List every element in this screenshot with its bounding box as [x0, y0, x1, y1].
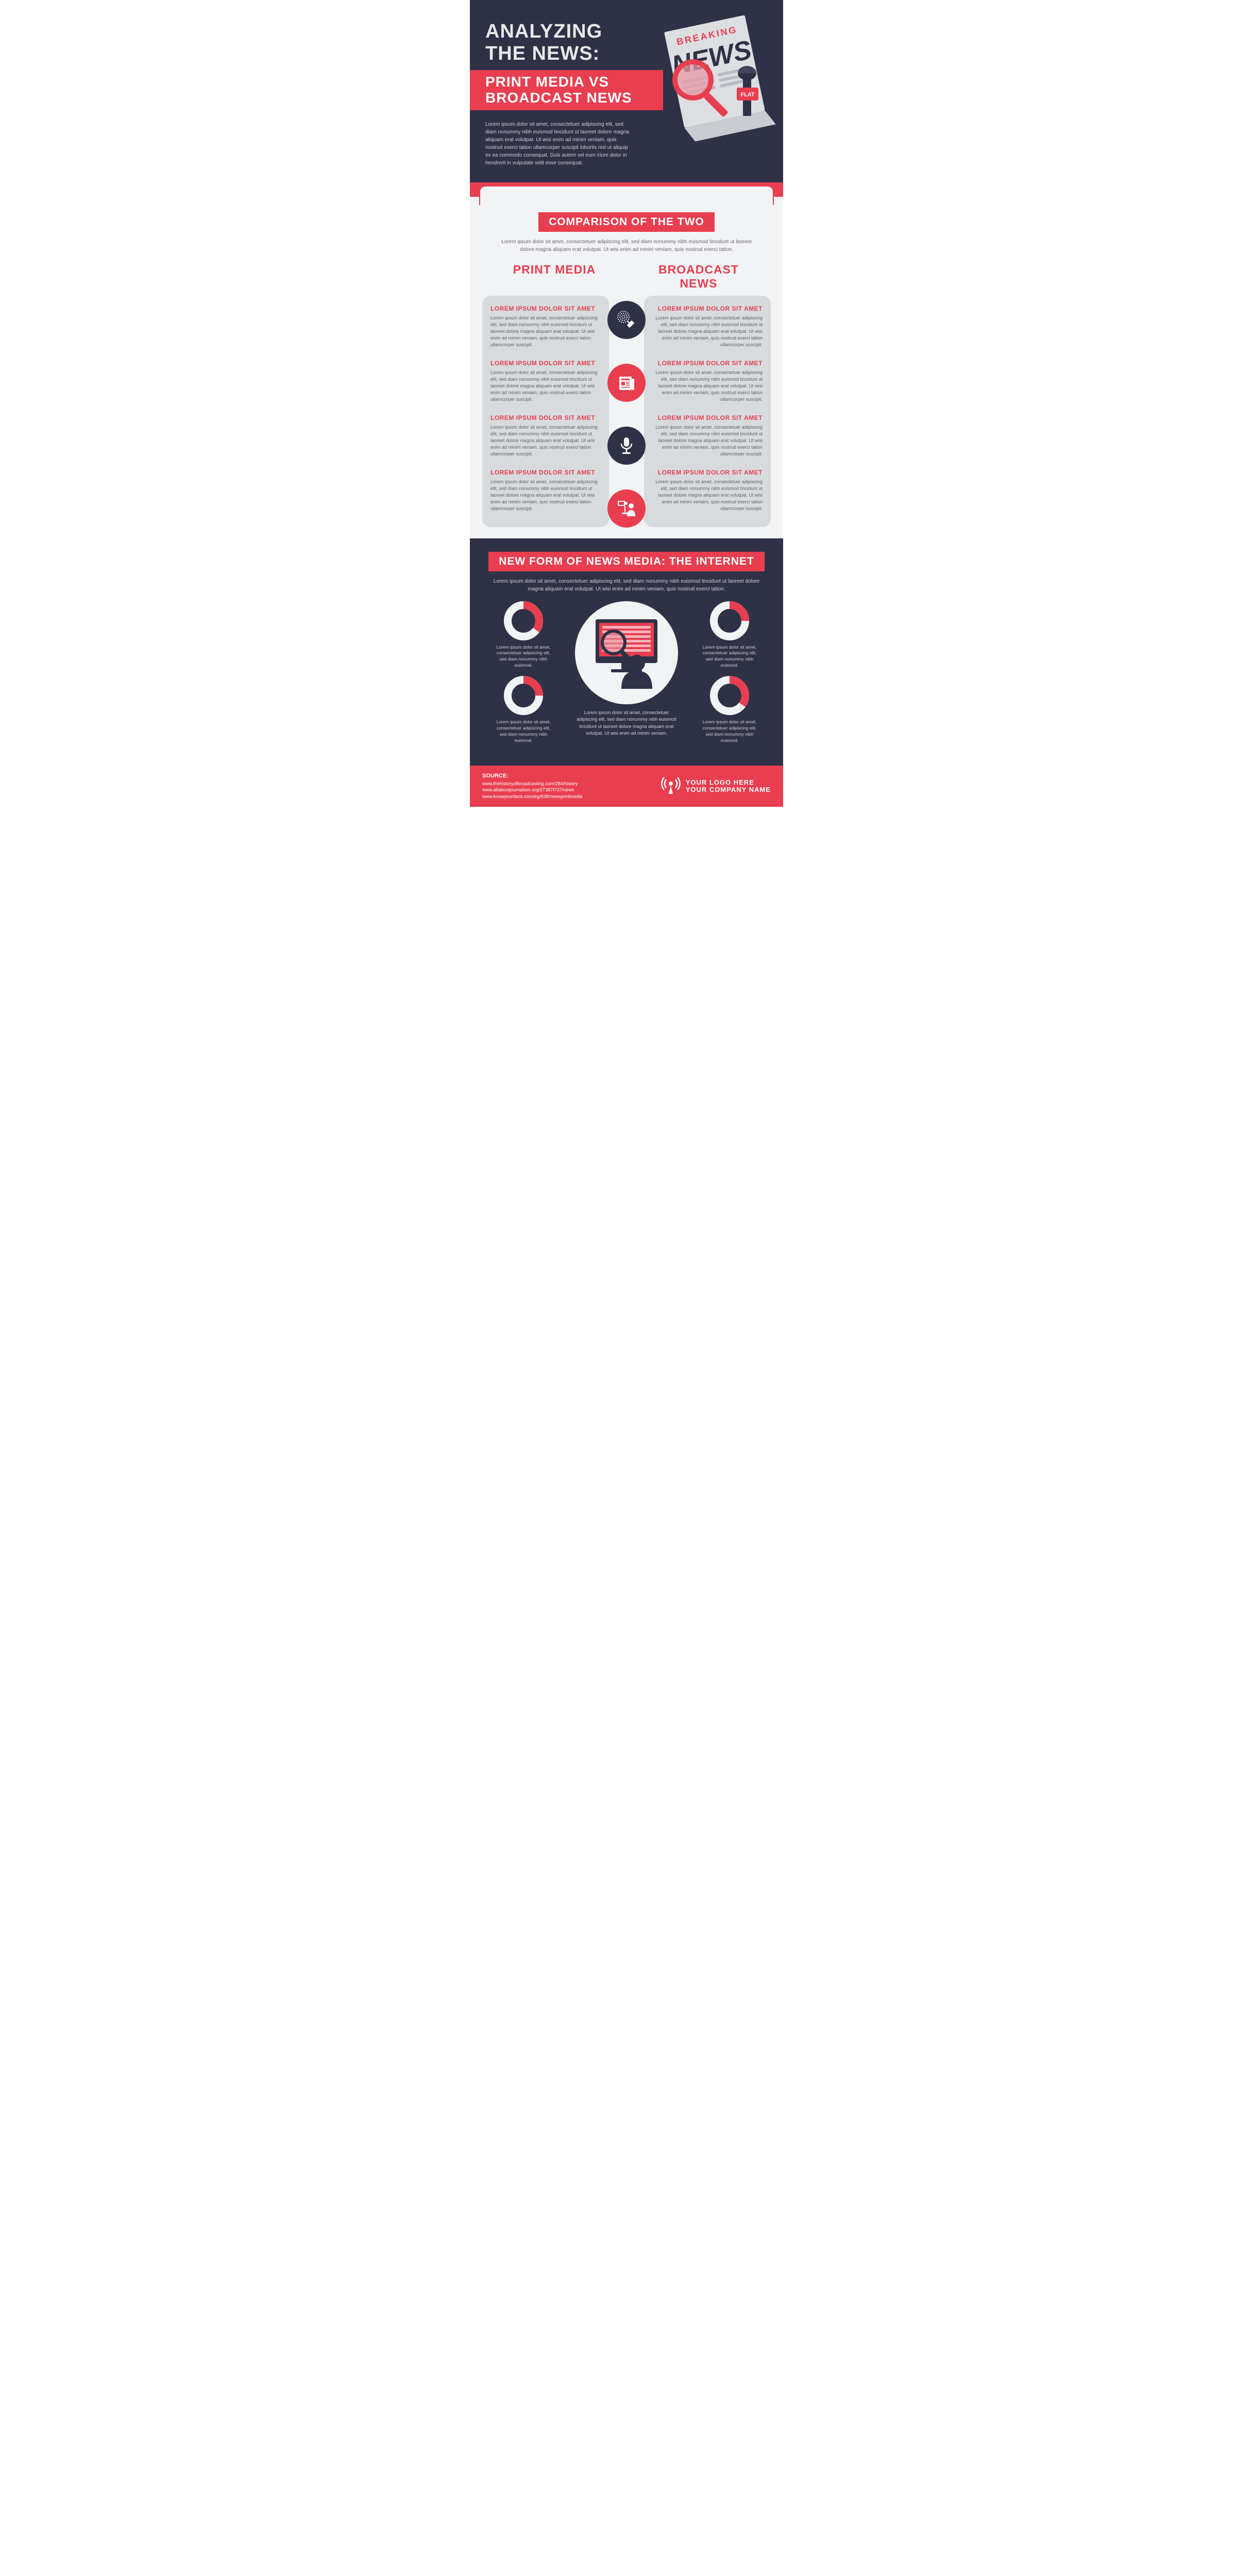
donut-chart-icon — [504, 676, 543, 715]
broadcast-news-column: LOREM IPSUM DOLOR SIT AMET Lorem ipsum d… — [644, 296, 771, 527]
item-text: Lorem ipsum dolor sit amet, consectetuer… — [490, 315, 601, 348]
internet-section: NEW FORM OF NEWS MEDIA: THE INTERNET Lor… — [470, 538, 783, 766]
item-title: LOREM IPSUM DOLOR SIT AMET — [490, 414, 601, 421]
footer-section: SOURCE: www.thehistoryofbroadcasting.com… — [470, 766, 783, 807]
internet-title: NEW FORM OF NEWS MEDIA: THE INTERNET — [488, 552, 765, 571]
print-media-title: PRINT MEDIA — [498, 263, 611, 291]
logo-line1: YOUR LOGO HERE — [686, 779, 771, 786]
donut-chart-icon — [504, 601, 543, 640]
reporter-icon — [607, 489, 646, 528]
subtitle-line2: BROADCAST NEWS — [485, 90, 632, 106]
donut-chart-icon — [710, 601, 749, 640]
item-title: LOREM IPSUM DOLOR SIT AMET — [490, 360, 601, 367]
logo-line2: YOUR COMPANY NAME — [686, 786, 771, 793]
satellite-icon — [607, 301, 646, 339]
item-text: Lorem ipsum dolor sit amet, consectetuer… — [490, 369, 601, 403]
breaking-news-illustration: BREAKING NEWS FL — [644, 10, 778, 144]
item-title: LOREM IPSUM DOLOR SIT AMET — [652, 360, 763, 367]
item-text: Lorem ipsum dolor sit amet, consectetuer… — [490, 479, 601, 512]
donut-block-4: Lorem ipsum dolor sit amet, consectetuer… — [688, 676, 771, 744]
donut-block-3: Lorem ipsum dolor sit amet, consectetuer… — [482, 676, 565, 744]
donut-col-left: Lorem ipsum dolor sit amet, consectetuer… — [482, 601, 565, 751]
source-url-1: www.thehistoryofbroadcasting.com/284/his… — [482, 781, 582, 787]
internet-description: Lorem ipsum dolor sit amet, consectetuer… — [493, 578, 760, 593]
donut-block-1: Lorem ipsum dolor sit amet, consectetuer… — [482, 601, 565, 669]
donut-block-2: Lorem ipsum dolor sit amet, consectetuer… — [688, 601, 771, 669]
comparison-item: LOREM IPSUM DOLOR SIT AMET Lorem ipsum d… — [652, 469, 763, 512]
comparison-description: Lorem ipsum dolor sit amet, consectetuer… — [498, 238, 755, 253]
item-text: Lorem ipsum dolor sit amet, consectetuer… — [490, 424, 601, 457]
subtitle-line1: PRINT MEDIA VS — [485, 74, 632, 90]
microphone-icon — [607, 427, 646, 465]
item-text: Lorem ipsum dolor sit amet, consectetuer… — [652, 315, 763, 348]
comparison-item: LOREM IPSUM DOLOR SIT AMET Lorem ipsum d… — [490, 305, 601, 348]
source-block: SOURCE: www.thehistoryofbroadcasting.com… — [482, 773, 582, 800]
center-icon-strip — [607, 301, 646, 528]
donut-caption: Lorem ipsum dolor sit amet, consectetuer… — [699, 645, 760, 669]
comparison-item: LOREM IPSUM DOLOR SIT AMET Lorem ipsum d… — [490, 360, 601, 403]
item-text: Lorem ipsum dolor sit amet, consectetuer… — [652, 424, 763, 457]
comparison-item: LOREM IPSUM DOLOR SIT AMET Lorem ipsum d… — [490, 469, 601, 512]
comparison-item: LOREM IPSUM DOLOR SIT AMET Lorem ipsum d… — [652, 360, 763, 403]
item-text: Lorem ipsum dolor sit amet, consectetuer… — [652, 479, 763, 512]
donut-col-right: Lorem ipsum dolor sit amet, consectetuer… — [688, 601, 771, 751]
monitor-illustration-circle — [575, 601, 678, 704]
logo-block: YOUR LOGO HERE YOUR COMPANY NAME — [661, 776, 771, 796]
divider-inner — [479, 185, 774, 205]
center-illustration-block: Lorem ipsum dolor sit amet, consectetuer… — [570, 601, 683, 737]
center-caption: Lorem ipsum dolor sit amet, consectetuer… — [575, 709, 678, 737]
person-monitor-icon — [583, 609, 670, 697]
newspaper-icon — [607, 364, 646, 402]
column-titles-row: PRINT MEDIA BROADCAST NEWS — [482, 263, 771, 291]
comparison-body: LOREM IPSUM DOLOR SIT AMET Lorem ipsum d… — [482, 296, 771, 527]
internet-grid: Lorem ipsum dolor sit amet, consectetuer… — [482, 601, 771, 756]
item-title: LOREM IPSUM DOLOR SIT AMET — [652, 305, 763, 312]
donut-caption: Lorem ipsum dolor sit amet, consectetuer… — [699, 719, 760, 744]
item-title: LOREM IPSUM DOLOR SIT AMET — [652, 469, 763, 476]
donut-caption: Lorem ipsum dolor sit amet, consectetuer… — [493, 645, 554, 669]
logo-text: YOUR LOGO HERE YOUR COMPANY NAME — [686, 779, 771, 794]
item-title: LOREM IPSUM DOLOR SIT AMET — [652, 414, 763, 421]
infographic-root: ANALYZING THE NEWS: PRINT MEDIA VS BROAD… — [470, 0, 783, 807]
source-url-2: www.allaboutjournalism.org/27387f737/new… — [482, 787, 582, 793]
broadcast-news-title: BROADCAST NEWS — [642, 263, 755, 291]
donut-chart-icon — [710, 676, 749, 715]
svg-text:FLAT: FLAT — [740, 92, 755, 98]
comparison-item: LOREM IPSUM DOLOR SIT AMET Lorem ipsum d… — [652, 305, 763, 348]
divider-strip — [470, 182, 783, 197]
item-title: LOREM IPSUM DOLOR SIT AMET — [490, 469, 601, 476]
donut-caption: Lorem ipsum dolor sit amet, consectetuer… — [493, 719, 554, 744]
print-media-column: LOREM IPSUM DOLOR SIT AMET Lorem ipsum d… — [482, 296, 609, 527]
comparison-item: LOREM IPSUM DOLOR SIT AMET Lorem ipsum d… — [490, 414, 601, 457]
comparison-item: LOREM IPSUM DOLOR SIT AMET Lorem ipsum d… — [652, 414, 763, 457]
item-text: Lorem ipsum dolor sit amet, consectetuer… — [652, 369, 763, 403]
comparison-section: COMPARISON OF THE TWO Lorem ipsum dolor … — [470, 197, 783, 538]
source-url-3: www.knowyourfacts.com/eg/838/newsprintme… — [482, 793, 582, 800]
item-title: LOREM IPSUM DOLOR SIT AMET — [490, 305, 601, 312]
subtitle-banner: PRINT MEDIA VS BROADCAST NEWS — [470, 70, 663, 110]
comparison-title: COMPARISON OF THE TWO — [538, 212, 715, 232]
broadcast-logo-icon — [661, 776, 681, 796]
header-description: Lorem ipsum dolor sit amet, consectetuer… — [485, 121, 630, 167]
source-label: SOURCE: — [482, 773, 582, 779]
header-section: ANALYZING THE NEWS: PRINT MEDIA VS BROAD… — [470, 0, 783, 182]
